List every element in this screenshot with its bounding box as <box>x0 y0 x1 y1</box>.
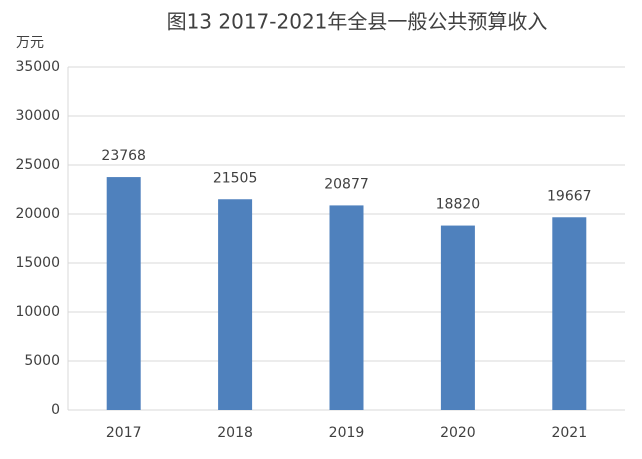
y-tick-label: 0 <box>51 402 60 418</box>
y-axis-label: 万元 <box>16 35 44 51</box>
chart-title: 图13 2017-2021年全县一般公共预算收入 <box>167 10 548 34</box>
x-tick-label: 2017 <box>106 425 142 441</box>
y-tick-label: 20000 <box>15 206 60 222</box>
data-label: 23768 <box>101 148 146 164</box>
bar <box>106 177 141 410</box>
data-label: 18820 <box>436 197 481 213</box>
data-label: 20877 <box>324 176 369 192</box>
x-tick-label: 2021 <box>551 425 587 441</box>
x-tick-label: 2018 <box>217 425 253 441</box>
data-label: 19667 <box>547 188 592 204</box>
bar <box>329 205 364 410</box>
y-tick-label: 10000 <box>15 304 60 320</box>
y-tick-label: 30000 <box>15 108 60 124</box>
y-tick-label: 15000 <box>15 255 60 271</box>
bar <box>552 217 587 410</box>
x-tick-label: 2020 <box>440 425 476 441</box>
y-tick-label: 35000 <box>15 59 60 75</box>
data-label: 21505 <box>213 170 258 186</box>
y-tick-label: 5000 <box>24 353 60 369</box>
x-tick-label: 2019 <box>329 425 365 441</box>
y-tick-label: 25000 <box>15 157 60 173</box>
bar <box>440 225 475 410</box>
bar <box>218 199 253 410</box>
